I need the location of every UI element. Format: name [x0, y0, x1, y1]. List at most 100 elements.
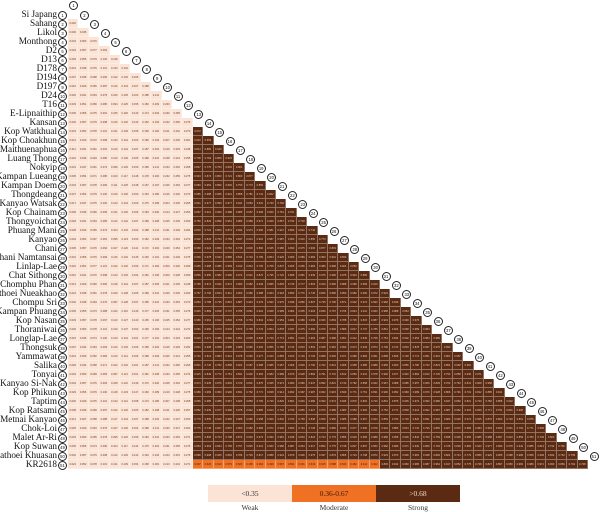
matrix-cell: 0.925	[213, 451, 224, 460]
matrix-cell: 0.106	[109, 91, 120, 100]
row-label: Kathoei Nueakhao	[0, 288, 57, 298]
matrix-cell: 0.029	[68, 388, 79, 397]
matrix-cell: 0.061	[88, 145, 100, 154]
row-label: Nokyip	[29, 162, 57, 172]
matrix-cell: 0.221	[161, 253, 172, 262]
matrix-cell: 0.748	[400, 352, 412, 361]
legend-strong-label: Strong	[407, 503, 428, 512]
matrix-cell: 0.876	[348, 397, 360, 406]
matrix-cell: 0.974	[328, 397, 339, 406]
matrix-cell: 0.873	[234, 325, 245, 334]
matrix-cell: 0.210	[151, 433, 162, 442]
matrix-cell: 0.982	[380, 298, 391, 307]
matrix-cell: 0.129	[120, 451, 131, 460]
matrix-cell: 0.035	[68, 172, 79, 181]
matrix-cell: 0.805	[203, 433, 214, 442]
matrix-cell: 0.752	[244, 388, 256, 397]
matrix-cell: 0.935	[203, 379, 214, 388]
matrix-cell: 0.238	[172, 397, 183, 406]
matrix-cell: 0.954	[192, 442, 204, 451]
matrix-cell: 0.953	[317, 253, 328, 262]
matrix-cell: 0.990	[452, 415, 464, 424]
matrix-cell: 0.791	[317, 370, 328, 379]
matrix-cell: 0.720	[504, 415, 516, 424]
matrix-cell: 0.076	[88, 64, 100, 73]
matrix-cell: 0.057	[78, 379, 89, 388]
matrix-cell: 0.985	[234, 208, 245, 217]
matrix-cell: 0.751	[359, 388, 370, 397]
matrix-cell: 0.779	[192, 415, 204, 424]
matrix-cell: 0.119	[109, 190, 120, 199]
matrix-cell: 0.897	[224, 424, 235, 433]
matrix-cell: 0.167	[130, 217, 141, 226]
matrix-cell: 0.972	[359, 298, 370, 307]
row-label: Linlap-Lae	[16, 261, 57, 271]
matrix-cell: 0.178	[140, 172, 152, 181]
matrix-cell: 0.934	[192, 172, 204, 181]
matrix-cell: 0.972	[234, 271, 245, 280]
matrix-cell: 0.827	[348, 442, 360, 451]
matrix-cell: 0.947	[442, 397, 453, 406]
matrix-cell: 0.981	[192, 325, 204, 334]
column-number: 39	[464, 344, 474, 353]
matrix-cell: 0.954	[276, 316, 287, 325]
matrix-cell: 0.958	[390, 433, 401, 442]
row-number: 50	[58, 451, 67, 461]
matrix-cell: 0.757	[192, 289, 204, 298]
matrix-cell: 0.094	[109, 100, 120, 109]
matrix-cell: 0.007	[68, 73, 79, 82]
matrix-cell: 0.821	[192, 361, 204, 370]
matrix-cell: 0.971	[338, 352, 349, 361]
matrix-cell: 0.839	[432, 379, 443, 388]
matrix-cell: 0.095	[99, 208, 110, 217]
matrix-cell: 0.169	[140, 127, 152, 136]
matrix-cell: 0.930	[328, 352, 339, 361]
matrix-cell: 0.204	[161, 334, 172, 343]
matrix-cell: 0.074	[88, 442, 100, 451]
matrix-cell: 0.926	[317, 316, 328, 325]
matrix-cell: 0.087	[99, 82, 110, 91]
matrix-cell: 0.250	[172, 118, 183, 127]
matrix-cell: 0.748	[203, 424, 214, 433]
matrix-cell: 0.773	[317, 235, 328, 244]
matrix-cell: 0.056	[78, 442, 89, 451]
matrix-cell: 0.275	[182, 253, 193, 262]
matrix-cell: 0.775	[192, 424, 204, 433]
matrix-cell: 0.931	[244, 271, 256, 280]
matrix-cell: 0.086	[99, 172, 110, 181]
matrix-cell: 0.728	[307, 424, 318, 433]
matrix-cell: 0.930	[411, 442, 422, 451]
matrix-cell: 0.075	[88, 199, 100, 208]
matrix-cell: 0.024	[68, 460, 79, 469]
matrix-cell: 0.240	[172, 262, 183, 271]
matrix-cell: 0.270	[182, 127, 193, 136]
matrix-cell: 0.961	[338, 334, 349, 343]
matrix-cell: 0.987	[421, 460, 432, 469]
matrix-cell: 0.990	[234, 280, 245, 289]
matrix-cell: 0.915	[328, 388, 339, 397]
matrix-cell: 0.098	[99, 118, 110, 127]
matrix-cell: 0.821	[463, 397, 474, 406]
matrix-cell: 0.253	[172, 181, 183, 190]
row-label: Kop Ratsami	[8, 405, 57, 415]
matrix-cell: 0.761	[276, 208, 287, 217]
matrix-cell: 0.795	[265, 271, 276, 280]
matrix-cell: 0.271	[182, 433, 193, 442]
matrix-cell: 0.056	[78, 388, 89, 397]
matrix-cell: 0.933	[380, 451, 391, 460]
matrix-cell: 0.845	[244, 442, 256, 451]
column-number: 23	[298, 200, 308, 209]
matrix-cell: 0.073	[99, 226, 110, 235]
matrix-cell: 0.964	[432, 460, 443, 469]
matrix-cell: 0.482	[348, 460, 360, 469]
matrix-cell: 0.923	[504, 433, 516, 442]
matrix-cell: 0.923	[369, 415, 380, 424]
matrix-cell: 0.129	[120, 163, 131, 172]
row-number: 25	[58, 226, 67, 236]
matrix-cell: 0.783	[525, 433, 536, 442]
matrix-cell: 0.248	[182, 280, 193, 289]
matrix-cell: 0.837	[276, 262, 287, 271]
matrix-cell: 0.987	[276, 235, 287, 244]
matrix-cell: 0.251	[172, 451, 183, 460]
matrix-cell: 0.858	[234, 190, 245, 199]
